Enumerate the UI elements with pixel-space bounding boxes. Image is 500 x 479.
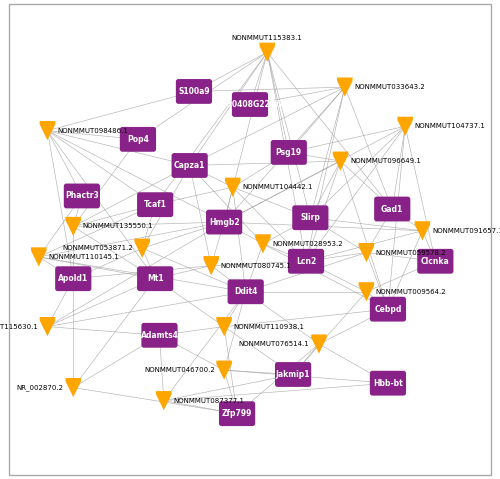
Polygon shape [311,334,326,354]
Text: Apold1: Apold1 [58,274,88,283]
Text: Mt1: Mt1 [147,274,164,283]
FancyBboxPatch shape [142,323,178,348]
FancyBboxPatch shape [270,140,307,165]
Text: NONMMUT091657.1: NONMMUT091657.1 [432,228,500,234]
Polygon shape [31,247,46,266]
FancyBboxPatch shape [228,279,264,304]
Polygon shape [216,361,232,380]
Text: S100a9: S100a9 [178,87,210,96]
Text: NONMMUT098486.1: NONMMUT098486.1 [57,127,128,134]
Polygon shape [66,217,81,236]
Text: Clcnka: Clcnka [421,257,450,266]
Polygon shape [134,239,150,258]
Polygon shape [204,256,219,275]
FancyBboxPatch shape [176,79,212,104]
Text: NONMMUT080745.1: NONMMUT080745.1 [220,262,292,269]
Polygon shape [414,221,430,240]
Text: Phactr3: Phactr3 [65,192,99,200]
Polygon shape [216,317,232,336]
Text: Hbb-bt: Hbb-bt [373,379,403,388]
FancyBboxPatch shape [370,371,406,396]
Text: NONMMUT033643.2: NONMMUT033643.2 [354,84,425,90]
Polygon shape [40,121,55,140]
FancyBboxPatch shape [172,153,208,178]
Text: NONMMUT053871.2: NONMMUT053871.2 [62,245,133,251]
Text: NONMMUT009564.2: NONMMUT009564.2 [376,289,446,295]
Text: NONMMUT104737.1: NONMMUT104737.1 [414,123,486,129]
Polygon shape [358,243,374,262]
Text: NONMMUT110938.1: NONMMUT110938.1 [234,324,304,330]
Text: Zfp799: Zfp799 [222,409,252,418]
Text: Jakmip1: Jakmip1 [276,370,310,379]
FancyBboxPatch shape [219,401,255,426]
Text: Gad1: Gad1 [381,205,404,214]
Text: Adamts4: Adamts4 [140,331,178,340]
Text: 8430408G22Rik: 8430408G22Rik [216,100,284,109]
Text: NONMMUT096649.1: NONMMUT096649.1 [350,158,421,164]
FancyBboxPatch shape [206,210,242,235]
Text: NONMMUT135550.1: NONMMUT135550.1 [83,223,154,229]
Polygon shape [40,317,55,336]
Text: NONMMUT046700.2: NONMMUT046700.2 [144,367,214,373]
FancyBboxPatch shape [275,362,311,387]
Polygon shape [255,234,270,253]
Polygon shape [333,151,348,171]
Polygon shape [337,78,352,97]
Text: NONMMUT028953.2: NONMMUT028953.2 [272,241,343,247]
FancyBboxPatch shape [288,249,324,274]
Polygon shape [66,378,81,397]
FancyBboxPatch shape [292,205,329,230]
Text: Hmgb2: Hmgb2 [209,217,240,227]
Text: Tcaf1: Tcaf1 [144,200,167,209]
Text: Ddit4: Ddit4 [234,287,258,296]
FancyBboxPatch shape [232,92,268,117]
Text: Capza1: Capza1 [174,161,206,170]
Text: Pop4: Pop4 [127,135,149,144]
FancyBboxPatch shape [370,297,406,321]
Text: NONMMUT087377.1: NONMMUT087377.1 [174,398,244,404]
Text: NONMMUT115383.1: NONMMUT115383.1 [232,35,302,41]
Text: NONMMUT110145.1: NONMMUT110145.1 [48,254,119,260]
Text: NR_002870.2: NR_002870.2 [17,384,64,391]
Polygon shape [358,282,374,301]
FancyBboxPatch shape [137,266,173,291]
FancyBboxPatch shape [374,196,410,221]
Text: Slirp: Slirp [300,213,320,222]
FancyBboxPatch shape [55,266,92,291]
Text: Cebpd: Cebpd [374,305,402,314]
FancyBboxPatch shape [120,127,156,152]
Text: Lcn2: Lcn2 [296,257,316,266]
FancyBboxPatch shape [64,183,100,208]
Polygon shape [156,391,172,410]
Polygon shape [225,178,240,197]
Text: NONMMUT076514.1: NONMMUT076514.1 [238,341,310,347]
FancyBboxPatch shape [137,192,173,217]
Text: NONMMUT059578.2: NONMMUT059578.2 [376,250,446,256]
FancyBboxPatch shape [417,249,454,274]
Text: NONMMUT104442.1: NONMMUT104442.1 [242,184,312,190]
Polygon shape [260,43,275,62]
Text: NONMMUT115630.1: NONMMUT115630.1 [0,324,38,330]
Text: Psg19: Psg19 [276,148,302,157]
Polygon shape [398,117,413,136]
